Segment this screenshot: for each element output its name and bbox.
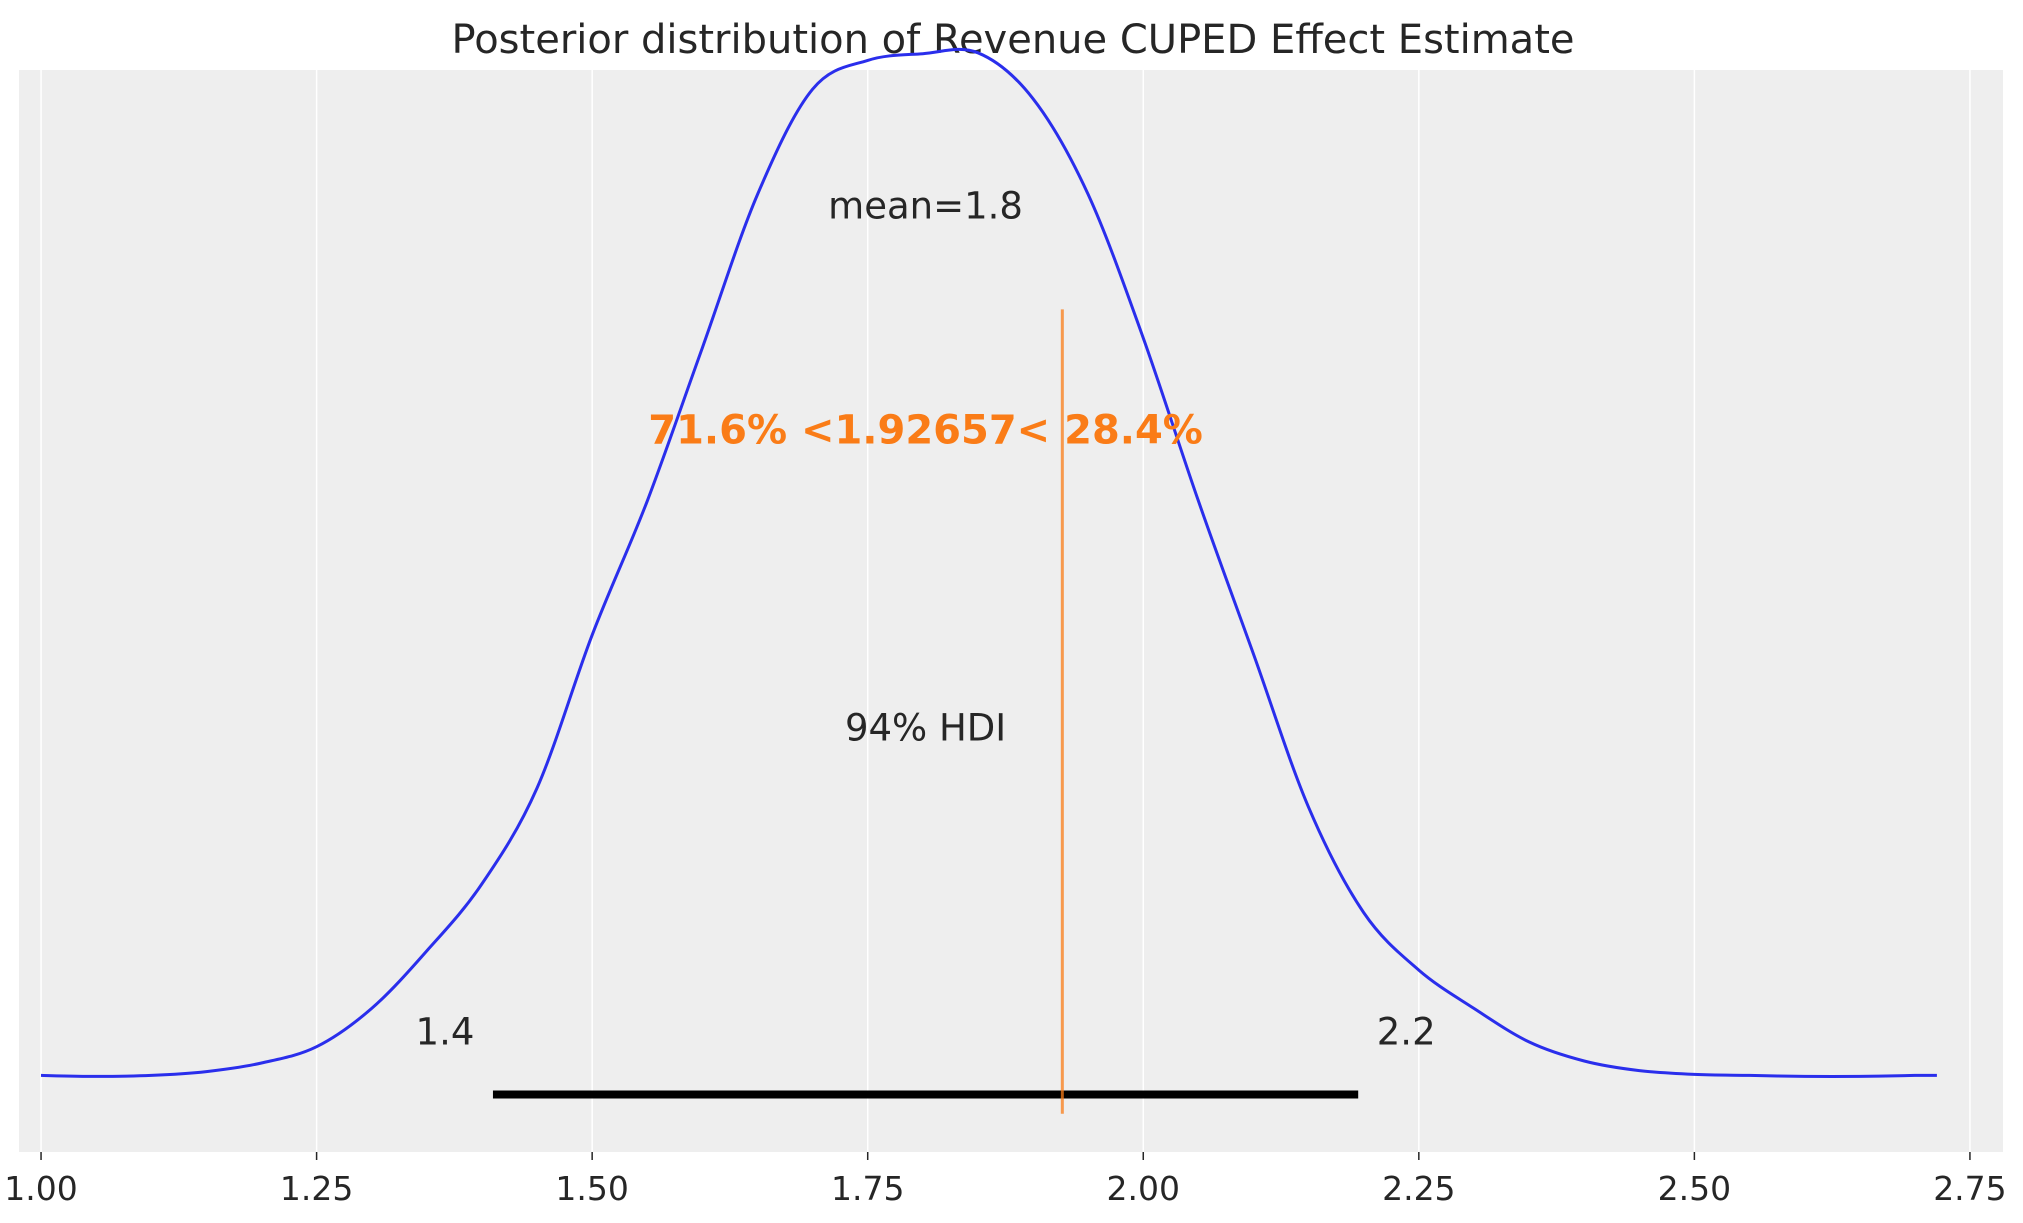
x-tick-label: 2.50 xyxy=(1658,1169,1731,1208)
hdi-high-label: 2.2 xyxy=(1377,1011,1436,1054)
x-tick-label: 1.00 xyxy=(4,1169,77,1208)
x-tick-label: 1.25 xyxy=(280,1169,353,1208)
density-curve xyxy=(40,47,1937,1078)
x-tick-label: 1.50 xyxy=(555,1169,628,1208)
x-tick-label: 2.00 xyxy=(1107,1169,1180,1208)
plot-area xyxy=(19,70,2003,1152)
x-tick-label: 1.75 xyxy=(831,1169,904,1208)
hdi-label: 94% HDI xyxy=(845,706,1006,749)
x-tick-label: 2.75 xyxy=(1933,1169,2006,1208)
hdi-low-label: 1.4 xyxy=(416,1011,475,1054)
grid-lines xyxy=(40,70,1971,1152)
x-axis: 1.00 1.25 1.50 1.75 2.00 2.25 2.50 2.75 xyxy=(4,1152,2007,1208)
chart-title: Posterior distribution of Revenue CUPED … xyxy=(452,17,1575,63)
x-tick-label: 2.25 xyxy=(1382,1169,1455,1208)
reference-label: 71.6% <1.92657< 28.4% xyxy=(648,407,1203,453)
mean-label: mean=1.8 xyxy=(828,184,1023,227)
